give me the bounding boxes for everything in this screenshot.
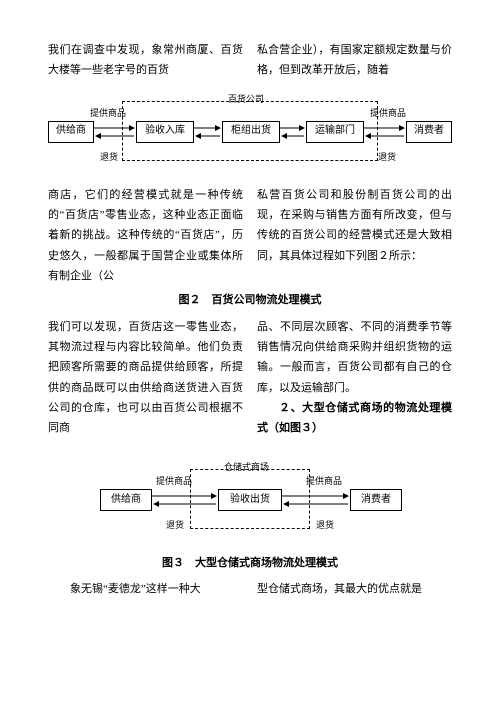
p3a: 我们可以发现，百货店这一零售业态，其物流过程与内容比较简单。他们负责把顾客所需要… bbox=[48, 317, 243, 439]
p2a: 商店，它们的经营模式就是一种传统的“百货店”零售业态，这种业态正面临着新的挑战。… bbox=[48, 185, 243, 287]
para-block-1: 我们在调查中发现，象常州商厦、百货大楼等一些老字号的百货 私合营企业），有国家定… bbox=[48, 40, 452, 81]
fig3-title: 图３ 大型仓储式商场物流处理模式 bbox=[48, 553, 452, 573]
diagram-1: 百货公司 供给商 验收入库 柜组出货 运输部门 消费者 提供商品 退货 提供商品… bbox=[48, 91, 452, 181]
para-block-3: 我们可以发现，百货店这一零售业态，其物流过程与内容比较简单。他们负责把顾客所需要… bbox=[48, 317, 452, 439]
p3b: 品、不同层次顾客、不同的消费季节等销售情况向供给商采购并组织货物的运输。一般而言… bbox=[257, 317, 452, 398]
d1-arrows bbox=[48, 91, 452, 181]
diagram-2: 仓储式商场 供给商 验收出货 消费者 提供商品 退货 提供商品 退货 bbox=[70, 459, 430, 549]
d2-arrows bbox=[70, 459, 430, 549]
p4a: 象无锡“麦德龙”这样一种大 bbox=[48, 579, 243, 599]
p2b: 私营百货公司和股份制百货公司的出现，在采购与销售方面有所改变，但与传统的百货公司… bbox=[257, 185, 452, 266]
p1-left: 我们在调查中发现，象常州商厦、百货大楼等一些老字号的百货 bbox=[48, 40, 243, 81]
p4b: 型仓储式商场，其最大的优点就是 bbox=[257, 579, 452, 599]
fig2-title: 图２ 百货公司物流处理模式 bbox=[48, 290, 452, 310]
para-block-2: 商店，它们的经营模式就是一种传统的“百货店”零售业态，这种业态正面临着新的挑战。… bbox=[48, 185, 452, 287]
para-block-4: 象无锡“麦德龙”这样一种大 型仓储式商场，其最大的优点就是 bbox=[48, 579, 452, 599]
p3c: ２、大型仓储式商场的物流处理模式（如图３） bbox=[257, 398, 452, 439]
p1-right: 私合营企业），有国家定额规定数量与价格，但到改革开放后，随着 bbox=[257, 40, 452, 81]
